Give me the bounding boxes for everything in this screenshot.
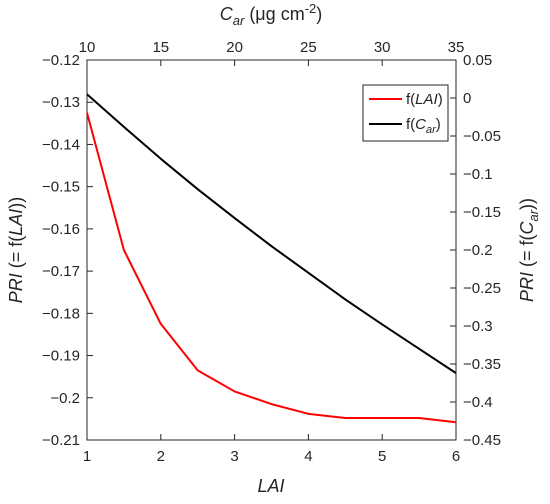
legend: f(LAI) f(Car): [362, 84, 449, 142]
y-right-tick-label: −0.15: [463, 204, 501, 221]
series-line-lai: [86, 112, 457, 424]
y-right-tick-label: −0.4: [463, 394, 493, 411]
y-left-tick-label: −0.21: [42, 432, 80, 449]
y-left-tick-label: −0.18: [42, 305, 80, 322]
x-bottom-tick-label: 1: [83, 448, 91, 465]
y-left-tick-label: −0.17: [42, 263, 80, 280]
y-left-tick-label: −0.13: [42, 94, 80, 111]
x-bottom-tick-label: 2: [157, 448, 165, 465]
x-bottom-tick-label: 3: [230, 448, 238, 465]
y-right-tick-label: −0.1: [463, 166, 493, 183]
y-right-tick-label: −0.35: [463, 356, 501, 373]
y-right-tick-label: −0.45: [463, 432, 501, 449]
series-line-car: [86, 93, 457, 374]
x-top-tick-label: 10: [79, 39, 96, 56]
y-right-tick-label: −0.05: [463, 128, 501, 145]
x-top-tick-label: 25: [300, 39, 317, 56]
legend-box: [362, 84, 449, 142]
y-left-tick-label: −0.12: [42, 52, 80, 69]
y-right-tick-label: 0: [463, 90, 471, 107]
y-left-tick-label: −0.19: [42, 348, 80, 365]
y-axis-label-right: PRI (= f(Car)): [517, 198, 541, 302]
y-left-tick-label: −0.14: [42, 136, 80, 153]
y-right-tick-label: −0.2: [463, 242, 493, 259]
x-top-tick-label: 20: [226, 39, 243, 56]
x-bottom-tick-label: 4: [304, 448, 312, 465]
y-left-tick-label: −0.15: [42, 179, 80, 196]
y-right-tick-label: 0.05: [463, 52, 492, 69]
ticks-layer: 1 2 3 4 5 6 10 15 20 25 30 35 −0.12 −0.13 −0.14 −0.15 −0…: [42, 39, 501, 465]
x-top-tick-label: 30: [374, 39, 391, 56]
legend-label-lai: f(LAI): [406, 91, 443, 108]
y-right-tick-label: −0.25: [463, 280, 501, 297]
x-bottom-tick-label: 5: [378, 448, 386, 465]
series-layer: [86, 93, 457, 424]
y-left-tick-label: −0.16: [42, 221, 80, 238]
x-top-tick-label: 35: [448, 39, 465, 56]
y-right-tick-label: −0.3: [463, 318, 493, 335]
x-bottom-tick-label: 6: [452, 448, 460, 465]
legend-label-car: f(Car): [406, 116, 441, 136]
y-left-tick-label: −0.2: [50, 390, 80, 407]
x-axis-label-top: Car (μg cm-2): [220, 1, 323, 28]
x-axis-label-bottom: LAI: [257, 476, 284, 496]
y-axis-label-left: PRI (= f(LAI)): [6, 197, 26, 304]
x-top-tick-label: 15: [152, 39, 169, 56]
